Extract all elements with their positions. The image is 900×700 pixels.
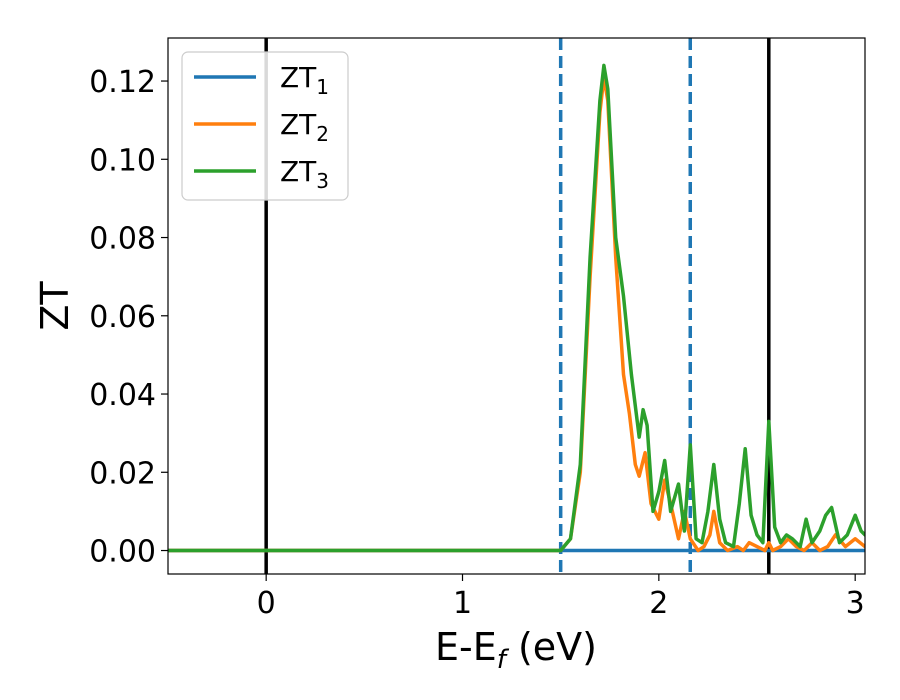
y-tick-label: 0.10 <box>89 143 156 178</box>
legend-label-zt2: ZT2 <box>280 108 329 146</box>
x-tick-label: 2 <box>649 586 668 621</box>
legend: ZT1 ZT2 ZT3 <box>181 51 349 201</box>
x-tick-label: 0 <box>257 586 276 621</box>
legend-box <box>181 51 349 201</box>
plot-frame <box>167 37 866 575</box>
y-tick-label: 0.08 <box>89 222 156 257</box>
y-tick-label: 0.12 <box>89 65 156 100</box>
x-tick-label: 1 <box>453 586 472 621</box>
y-axis-ticks: 0.00 0.02 0.04 0.06 0.08 0.10 0.12 <box>89 65 168 570</box>
y-tick-label: 0.04 <box>89 378 156 413</box>
series-line-zt3 <box>168 63 865 553</box>
y-tick-label: 0.00 <box>89 535 156 570</box>
x-axis-label: E-Ef (eV) <box>435 625 597 675</box>
legend-label-zt3: ZT3 <box>280 155 329 193</box>
y-tick-label: 0.02 <box>89 456 156 491</box>
y-tick-label: 0.06 <box>89 300 156 335</box>
legend-label-zt1: ZT1 <box>280 61 329 99</box>
x-axis-ticks: 0 1 2 3 <box>257 574 865 621</box>
series-line-zt2 <box>168 75 865 553</box>
series-layer <box>168 63 865 553</box>
x-tick-label: 3 <box>846 586 865 621</box>
y-axis-label: ZT <box>33 281 77 331</box>
